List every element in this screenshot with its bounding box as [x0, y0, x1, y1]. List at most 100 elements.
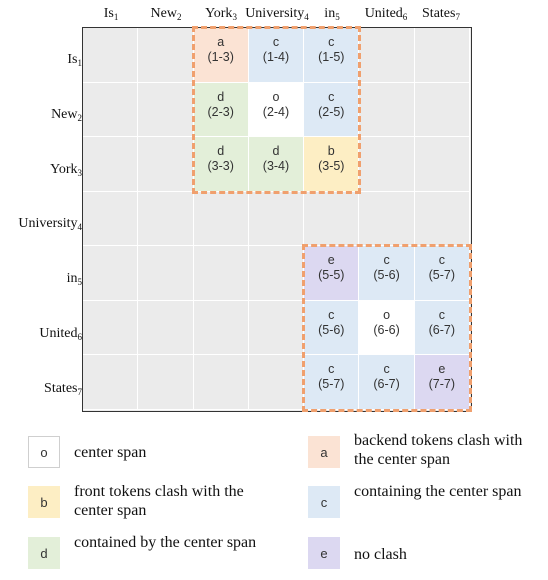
row-header-is: Is1 — [67, 52, 82, 68]
empty-cell — [193, 246, 249, 301]
col-header-is: Is1 — [103, 6, 119, 22]
cell-span: (3-3) — [207, 159, 234, 174]
empty-cell — [414, 28, 470, 83]
legend-text: backend tokens clash with the center spa… — [354, 432, 523, 468]
cell-span: (5-6) — [373, 268, 400, 283]
col-header-in: in5 — [324, 6, 340, 22]
empty-cell — [83, 300, 139, 356]
empty-cell — [304, 191, 360, 247]
empty-cell — [359, 28, 415, 83]
empty-cell — [83, 355, 139, 410]
row-header-new: New2 — [51, 107, 82, 123]
empty-cell — [138, 137, 194, 192]
col-header-united: United6 — [364, 6, 408, 22]
empty-cell — [359, 137, 415, 192]
span-cell: a (1-3) — [193, 28, 249, 83]
span-cell: c (5-7) — [304, 355, 360, 410]
span-cell: c (1-4) — [248, 28, 305, 83]
cell-span: (6-7) — [428, 322, 456, 337]
span-cell: c (6-7) — [414, 300, 470, 356]
row-header-united: United6 — [39, 326, 82, 342]
legend-text: front tokens clash with the center span — [74, 483, 244, 519]
col-header-university: University4 — [245, 6, 309, 22]
span-cell: e (5-5) — [304, 246, 360, 301]
cell-label: c — [438, 253, 445, 268]
empty-cell — [193, 355, 249, 410]
cell-label: c — [328, 307, 335, 322]
cell-label: d — [217, 89, 225, 104]
empty-cell — [193, 300, 249, 356]
empty-cell — [248, 300, 305, 356]
cell-span: (6-7) — [373, 377, 400, 392]
span-matrix: a (1-3) c (1-4) c (1-5) d (2-3) o (2-4) c (2-5) d (3-… — [82, 26, 472, 412]
cell-span: (5-6) — [318, 322, 345, 337]
legend-text: containing the center span — [354, 483, 522, 500]
span-cell: d (3-3) — [193, 137, 249, 192]
cell-label: c — [272, 35, 280, 49]
span-cell: c (2-5) — [304, 82, 360, 138]
row-header-states: States7 — [44, 381, 82, 397]
empty-cell — [248, 191, 305, 247]
empty-cell — [414, 137, 470, 192]
cell-span: (5-7) — [428, 268, 456, 283]
empty-cell — [83, 82, 139, 138]
col-header-new: New2 — [150, 6, 182, 22]
empty-cell — [193, 191, 249, 247]
empty-cell — [414, 82, 470, 138]
empty-cell — [138, 300, 194, 356]
cell-label: c — [383, 362, 390, 377]
cell-span: (6-6) — [373, 322, 400, 337]
cell-span: (2-3) — [207, 104, 234, 119]
row-header-york: York3 — [50, 162, 82, 178]
empty-cell — [83, 137, 139, 192]
cell-label: c — [438, 307, 445, 322]
span-cell: c (5-6) — [359, 246, 415, 301]
legend-text: no clash — [354, 546, 407, 563]
empty-cell — [138, 246, 194, 301]
cell-span: (3-5) — [318, 159, 345, 174]
span-cell: c (5-6) — [304, 300, 360, 356]
empty-cell — [138, 82, 194, 138]
cell-span: (2-5) — [318, 104, 345, 119]
cell-label: d — [272, 144, 280, 159]
cell-label: e — [438, 362, 446, 377]
span-cell: o (6-6) — [359, 300, 415, 356]
empty-cell — [83, 246, 139, 301]
legend-swatch: a — [308, 436, 340, 468]
cell-span: (7-7) — [428, 377, 456, 392]
empty-cell — [83, 28, 139, 83]
cell-label: c — [328, 362, 335, 377]
span-cell: d (3-4) — [248, 137, 305, 192]
legend-swatch: d — [28, 537, 60, 569]
row-header-university: University4 — [18, 216, 82, 232]
span-cell: b (3-5) — [304, 137, 360, 192]
span-cell: c (5-7) — [414, 246, 470, 301]
col-header-states: States7 — [422, 6, 460, 22]
cell-span: (1-5) — [318, 50, 345, 64]
legend-text: center span — [74, 444, 147, 461]
legend-swatch: e — [308, 537, 340, 569]
span-cell: d (2-3) — [193, 82, 249, 138]
cell-label: e — [327, 253, 335, 268]
empty-cell — [83, 191, 139, 247]
empty-cell — [359, 82, 415, 138]
span-cell: c (6-7) — [359, 355, 415, 410]
cell-label: o — [272, 89, 280, 104]
empty-cell — [248, 355, 305, 410]
row-header-in: in5 — [66, 271, 82, 287]
legend-swatch: o — [28, 436, 60, 468]
empty-cell — [138, 355, 194, 410]
empty-cell — [138, 28, 194, 83]
cell-span: (5-7) — [318, 377, 345, 392]
legend-swatch: b — [28, 486, 60, 518]
empty-cell — [248, 246, 305, 301]
empty-cell — [359, 191, 415, 247]
cell-span: (5-5) — [318, 268, 345, 283]
span-cell: c (1-5) — [304, 28, 360, 83]
span-cell: o (2-4) — [248, 82, 305, 138]
empty-cell — [138, 191, 194, 247]
cell-span: (1-4) — [262, 50, 290, 64]
cell-label: a — [217, 35, 225, 49]
cell-label: b — [327, 144, 335, 159]
cell-label: d — [217, 144, 225, 159]
